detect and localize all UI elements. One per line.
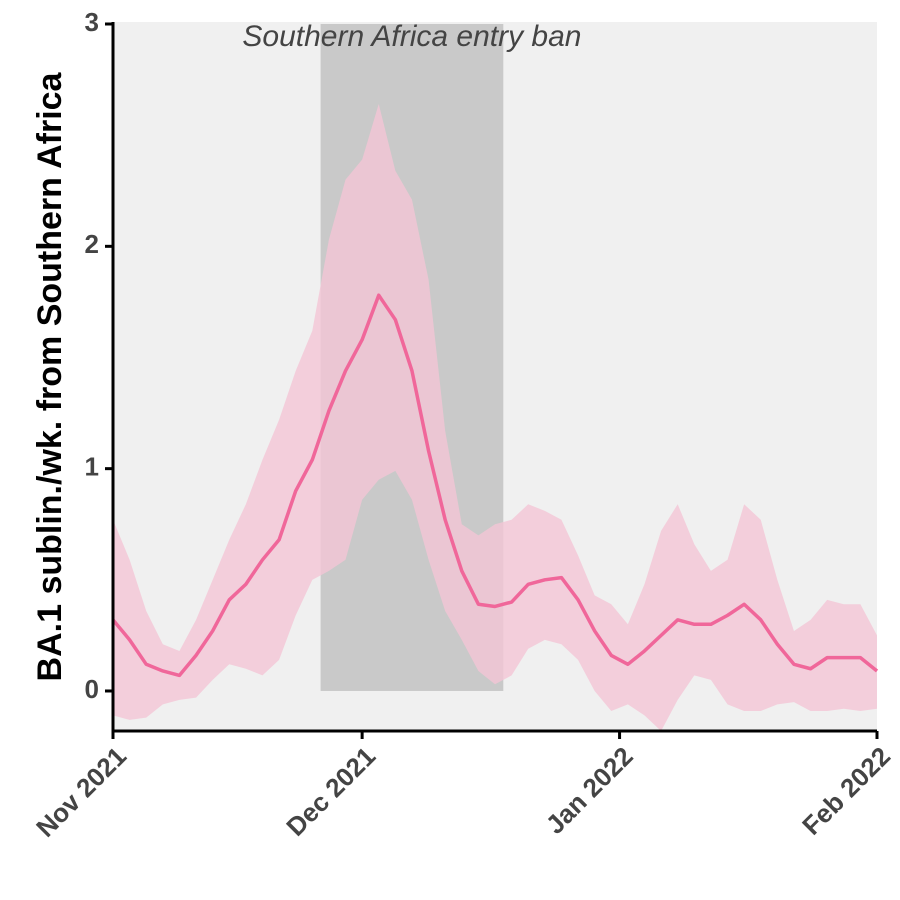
y-tick-label: 3 [85, 7, 99, 37]
y-tick-label: 0 [85, 674, 99, 704]
y-tick-label: 1 [85, 452, 99, 482]
y-axis-label: BA.1 sublin./wk. from Southern Africa [31, 71, 69, 681]
x-tick-label: Nov 2021 [30, 741, 132, 843]
x-tick-label: Dec 2021 [280, 741, 381, 842]
confidence-band [113, 104, 877, 732]
x-tick-label: Jan 2022 [540, 741, 639, 840]
y-tick-label: 2 [85, 229, 99, 259]
x-tick-label: Feb 2022 [796, 741, 896, 841]
line [111, 293, 879, 678]
annotation-text: Southern Africa entry ban [242, 20, 581, 53]
